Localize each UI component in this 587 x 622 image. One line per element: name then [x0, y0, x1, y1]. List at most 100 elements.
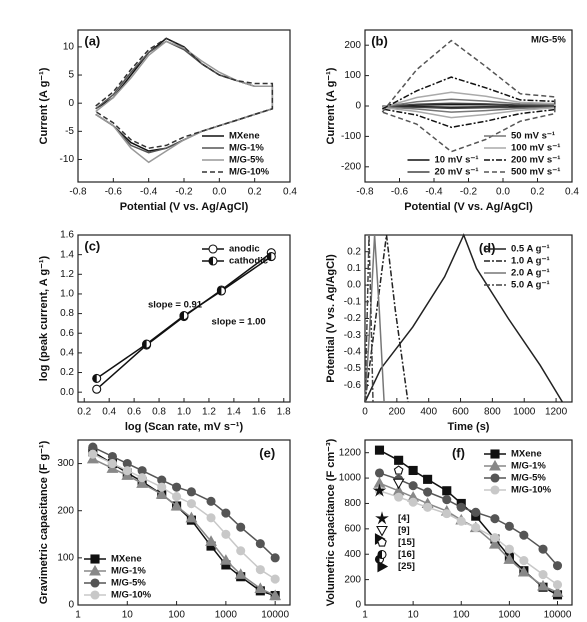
marker [236, 546, 246, 556]
legend-label: [9] [398, 525, 410, 536]
y-tick-label: 200 [344, 574, 361, 585]
marker [393, 465, 404, 475]
marker [552, 580, 563, 590]
marker [206, 513, 216, 523]
x-tick-label: -0.6 [391, 187, 409, 198]
series-line [381, 39, 556, 153]
legend-label: MXene [229, 131, 260, 142]
x-tick-label: 0.4 [102, 407, 116, 418]
x-axis-label: Potential (V vs. Ag/AgCl) [120, 201, 249, 213]
marker [423, 487, 433, 497]
marker [552, 561, 563, 571]
marker [377, 549, 387, 560]
x-tick-label: 600 [452, 407, 469, 418]
y-tick-label: 1.6 [60, 230, 74, 241]
marker [179, 311, 189, 321]
marker [490, 485, 500, 495]
marker [186, 499, 196, 509]
marker [423, 502, 433, 512]
legend-label: M/G-5% [229, 155, 264, 166]
x-tick-label: -0.8 [356, 187, 374, 198]
marker [490, 449, 500, 459]
marker [266, 252, 276, 262]
legend-label: 20 mV s⁻¹ [435, 167, 479, 178]
marker [185, 511, 198, 523]
marker [90, 554, 100, 564]
series-line [382, 91, 556, 119]
marker-part [142, 340, 147, 349]
marker [408, 465, 418, 476]
marker [270, 553, 280, 563]
series-line [364, 234, 409, 403]
marker [92, 384, 102, 394]
legend-label: MXene [111, 554, 142, 565]
y-tick-label: -5 [65, 126, 74, 137]
x-tick-label: 10 [408, 610, 420, 621]
panel-label: (a) [84, 33, 100, 48]
annotation: M/G-5% [531, 35, 566, 46]
legend-label: 500 mV s⁻¹ [511, 167, 560, 178]
marker [219, 554, 232, 565]
marker [208, 256, 218, 266]
marker-part [92, 374, 97, 383]
y-tick-label: 800 [344, 498, 361, 509]
legend-label: 10 mV s⁻¹ [435, 155, 479, 166]
y-tick-label: 0.2 [60, 367, 74, 378]
x-tick-label: 10000 [544, 610, 572, 621]
marker [517, 565, 530, 577]
y-tick-label: 400 [344, 549, 361, 560]
series-line [364, 233, 564, 403]
x-tick-label: 0.2 [531, 187, 545, 198]
marker [456, 502, 466, 512]
marker [186, 487, 196, 497]
x-tick-label: 1.6 [252, 407, 266, 418]
marker [107, 459, 118, 469]
x-tick-label: 0.2 [248, 187, 262, 198]
marker [254, 582, 267, 594]
x-tick-label: 0.2 [77, 407, 91, 418]
y-tick-label: 0.0 [347, 280, 361, 291]
marker [519, 530, 529, 540]
y-tick-label: 1200 [339, 447, 362, 458]
y-axis-label: Potential (V vs. Ag/AgCl) [325, 254, 337, 383]
marker-part [217, 286, 222, 295]
marker [504, 521, 514, 531]
y-tick-label: 0 [355, 600, 361, 611]
marker-part [378, 550, 382, 559]
marker [394, 492, 404, 502]
legend-label: 200 mV s⁻¹ [511, 155, 560, 166]
y-axis-label: Volumetric capacitance (F cm⁻³) [325, 438, 337, 606]
marker [142, 339, 152, 349]
series-line [95, 37, 274, 149]
y-tick-label: -100 [341, 131, 361, 142]
legend-label: [4] [398, 513, 410, 524]
y-tick-label: 200 [57, 505, 74, 516]
marker [255, 565, 265, 575]
legend-label: [16] [398, 549, 415, 560]
y-axis-label: log (peak current, A g⁻¹) [38, 255, 50, 381]
marker [537, 579, 549, 591]
series-line [364, 234, 374, 403]
marker [90, 590, 100, 600]
panel-label: (e) [259, 445, 275, 460]
marker [205, 535, 217, 546]
y-tick-label: 1000 [339, 473, 362, 484]
legend-label: 1.0 A g⁻¹ [511, 256, 550, 267]
marker [216, 286, 226, 296]
annotation: slope = 0.91 [148, 300, 203, 311]
y-tick-label: 10 [63, 42, 75, 53]
y-tick-label: 0.4 [60, 348, 74, 359]
x-tick-label: 1200 [545, 407, 568, 418]
x-axis-label: Time (s) [448, 421, 490, 433]
x-tick-label: -0.4 [140, 187, 158, 198]
x-axis-label: log (Scan rate, mV s⁻¹) [125, 421, 244, 433]
y-tick-label: 100 [344, 70, 361, 81]
legend-label: 5.0 A g⁻¹ [511, 280, 550, 291]
marker [136, 477, 149, 488]
marker [442, 495, 452, 505]
marker [157, 482, 167, 492]
marker [442, 486, 452, 496]
legend-label: anodic [229, 244, 260, 255]
marker [489, 459, 501, 471]
